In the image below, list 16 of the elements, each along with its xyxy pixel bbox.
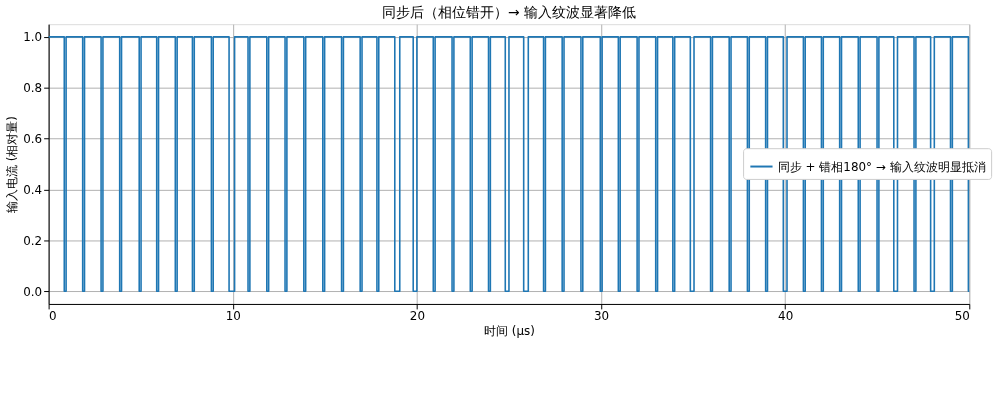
y-tick-label: 0.0	[23, 284, 43, 299]
x-tick-label: 40	[778, 309, 794, 324]
y-tick-label: 0.2	[23, 233, 43, 248]
legend-label: 同步 + 错相180° → 输入纹波明显抵消	[777, 159, 986, 174]
x-tick-label: 30	[593, 309, 610, 324]
x-tick-label: 20	[409, 309, 425, 324]
y-tick-label: 0.8	[23, 81, 43, 96]
x-tick-label: 50	[954, 309, 970, 324]
chart-title: 同步后（相位错开）→ 输入纹波显著降低	[381, 4, 636, 21]
y-axis-title: 输入电流 (相对量)	[5, 116, 20, 214]
y-tick-label: 1.0	[23, 30, 43, 45]
x-axis-title: 时间 (μs)	[484, 324, 535, 339]
x-tick-label: 0	[49, 309, 57, 324]
y-tick-label: 0.6	[23, 132, 43, 147]
x-tick-label: 10	[225, 309, 241, 324]
y-tick-label: 0.4	[23, 182, 43, 197]
